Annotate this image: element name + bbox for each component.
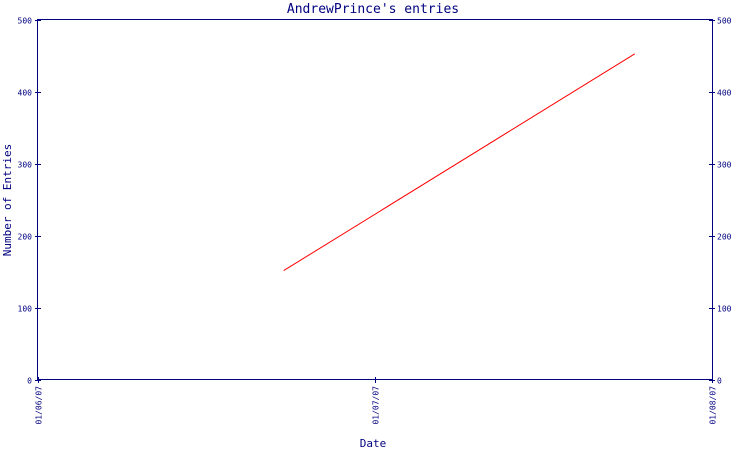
y-tick-label-left: 100 — [18, 305, 33, 314]
y-tick-label-right: 300 — [717, 161, 732, 170]
y-tick-label-left: 300 — [18, 161, 33, 170]
x-axis-label: Date — [360, 437, 387, 450]
y-tick-label-left: 0 — [27, 377, 32, 386]
y-tick-label-right: 200 — [717, 233, 732, 242]
y-tick-label-right: 500 — [717, 17, 732, 26]
y-tick-label-left: 500 — [18, 17, 33, 26]
y-tick-label-right: 100 — [717, 305, 732, 314]
x-tick-label: 01/08/07 — [709, 386, 718, 425]
y-tick-label-right: 400 — [717, 89, 732, 98]
plot-frame — [37, 19, 713, 380]
y-axis-label: Number of Entries — [1, 144, 14, 257]
y-axis-ticks: 0 0 100 100 200 200 300 300 400 400 500 500 — [18, 17, 732, 386]
x-tick-label: 01/06/07 — [35, 386, 44, 425]
x-axis-ticks: 01/06/07 01/07/07 01/08/07 — [35, 377, 718, 425]
y-tick-label-right: 0 — [717, 377, 722, 386]
y-tick-label-left: 400 — [18, 89, 33, 98]
series-line — [283, 53, 636, 272]
x-tick-label: 01/07/07 — [372, 386, 381, 425]
series-group — [283, 53, 636, 272]
chart-title: AndrewPrince's entries — [287, 2, 459, 17]
y-tick-label-left: 200 — [18, 233, 33, 242]
